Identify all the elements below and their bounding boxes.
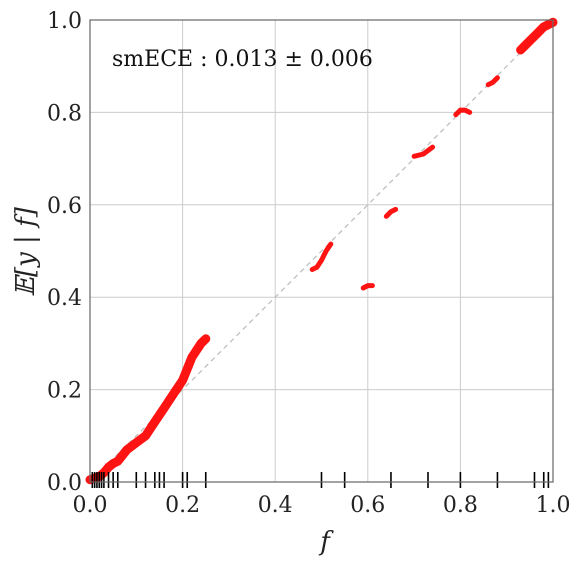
- calibration-segment: [85, 334, 211, 485]
- y-axis-label: 𝔼[y | f]: [11, 206, 41, 297]
- x-tick-label: 0.8: [443, 493, 478, 518]
- y-tick-labels: 0.0 0.2 0.4 0.6 0.8 1.0: [47, 9, 82, 496]
- x-tick-label: 0.4: [258, 493, 293, 518]
- calibration-segment: [383, 206, 399, 219]
- calibration-segment: [453, 107, 473, 118]
- x-tick-label: 0.2: [165, 493, 200, 518]
- y-tick-label: 0.2: [47, 379, 82, 404]
- x-tick-label: 0.6: [350, 493, 385, 518]
- x-tick-label: 1.0: [536, 493, 571, 518]
- y-tick-label: 0.0: [47, 471, 82, 496]
- calibration-segment: [411, 144, 436, 159]
- calibration-segment: [516, 17, 558, 55]
- y-tick-label: 0.4: [47, 286, 82, 311]
- rug-ticks: [91, 472, 550, 488]
- y-tick-label: 1.0: [47, 9, 82, 34]
- smece-annotation: smECE : 0.013 ± 0.006: [112, 47, 373, 72]
- y-tick-label: 0.8: [47, 101, 82, 126]
- calibration-segment: [360, 283, 375, 291]
- plot-frame: [89, 19, 554, 483]
- calibration-segment: [485, 75, 500, 88]
- y-tick-label: 0.6: [47, 194, 82, 219]
- calibration-segment: [309, 241, 334, 272]
- x-tick-labels: 0.0 0.2 0.4 0.6 0.8 1.0: [73, 493, 571, 518]
- x-tick-label: 0.0: [73, 493, 108, 518]
- x-axis-label: f: [318, 527, 334, 557]
